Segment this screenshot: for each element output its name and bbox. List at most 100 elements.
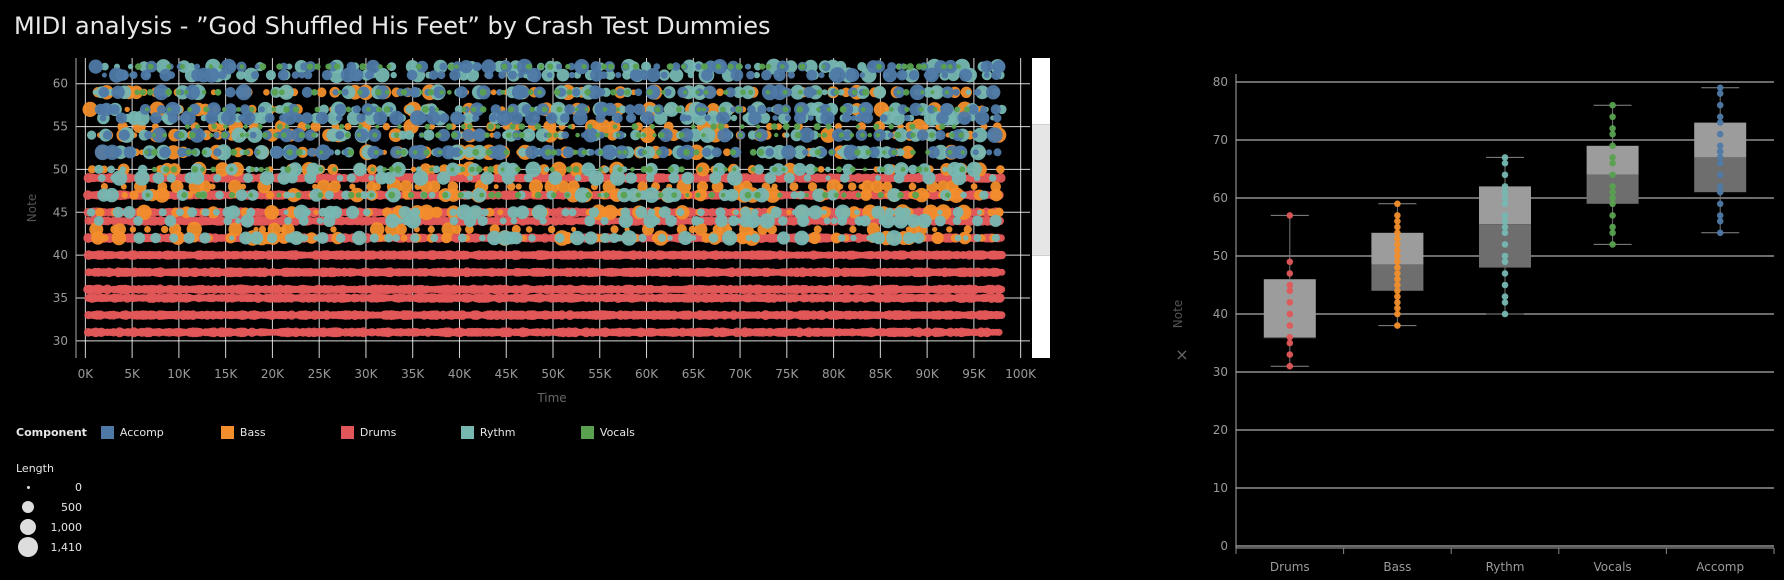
scatter-point [681, 171, 695, 185]
scatter-point [187, 207, 198, 218]
scatter-point [228, 222, 243, 237]
scatter-point [954, 234, 962, 242]
scatter-point [528, 179, 544, 194]
scatter-point [960, 191, 967, 199]
scatter-point [995, 293, 1005, 303]
scatter-point [697, 217, 705, 225]
scatter-point [352, 230, 367, 246]
scatter-point [717, 127, 732, 143]
scatter-point [316, 232, 329, 244]
scatter-point [990, 181, 1001, 192]
scatter-point [620, 207, 631, 218]
scatter-point [169, 233, 179, 243]
scatter-point [986, 149, 993, 156]
scatter-point [335, 130, 345, 140]
scatter-point [240, 104, 251, 115]
scatter-point [799, 127, 815, 143]
scatter-point [103, 130, 113, 140]
scatter-point [144, 226, 151, 233]
scatter-point [554, 233, 565, 243]
scatter-point [733, 209, 739, 216]
scatter-point [266, 232, 278, 244]
scatter-point [334, 103, 347, 116]
scatter-point [229, 235, 235, 241]
scatter-point [992, 113, 1002, 123]
scatter-point [875, 175, 881, 181]
page-title: MIDI analysis - ”God Shuffled His Feet” … [14, 12, 771, 40]
scatter-point [562, 146, 575, 158]
x-tick-label: 10K [167, 367, 191, 381]
scatter-point [588, 207, 600, 218]
y-tick-label: 35 [53, 291, 68, 305]
scatter-point [808, 231, 821, 245]
scatter-point [113, 223, 127, 236]
scatter-point [886, 230, 902, 246]
scatter-point [86, 208, 96, 217]
scatter-point [249, 131, 257, 139]
scatter-point [745, 234, 752, 242]
scatter-point [480, 171, 495, 185]
scatter-point [808, 205, 823, 220]
scatter-point [989, 174, 997, 182]
scatter-point [871, 205, 885, 219]
scatter-point [226, 205, 241, 220]
scatter-point [201, 208, 210, 217]
scatter-point [635, 206, 648, 219]
scatter-point [329, 205, 343, 219]
scatter-point [235, 189, 248, 202]
scatter-point [802, 149, 809, 156]
scatter-point [963, 235, 969, 241]
note-time-scatter-chart[interactable]: 0K 5K 10K 15K 20K 25K 30K 35K 40K 45K 50K 55K 60K 65K… [0, 0, 1060, 420]
scatter-point [569, 230, 585, 246]
scatter-point [781, 144, 796, 160]
scatter-point [602, 166, 610, 173]
scatter-point [870, 180, 884, 194]
x-tick-label: 0K [78, 367, 95, 381]
scatter-point [246, 207, 256, 217]
scatter-point [991, 233, 1001, 243]
scatter-point [584, 231, 598, 245]
scatter-point [224, 103, 237, 116]
x-tick-label: 75K [775, 367, 799, 381]
y-tick-label: 40 [53, 248, 68, 262]
scatter-point [93, 216, 104, 226]
scatter-point [896, 148, 905, 157]
scatter-point [808, 115, 814, 121]
scatter-point [600, 216, 609, 225]
scatter-point [316, 87, 327, 98]
scatter-point [789, 182, 799, 192]
scatter-point [490, 89, 497, 96]
scatter-point [428, 191, 436, 199]
x-tick-label: 35K [401, 367, 425, 381]
scatter-point [854, 209, 860, 216]
scatter-point [199, 232, 211, 244]
scatter-point [952, 206, 964, 218]
scatter-point [472, 128, 487, 142]
scatter-point [176, 208, 184, 217]
x-tick-label: 90K [916, 367, 940, 381]
scatter-point [793, 162, 807, 176]
scatter-point [161, 225, 169, 234]
scatter-point [794, 204, 810, 221]
scatter-point [678, 231, 693, 245]
scatter-point [264, 205, 280, 220]
scatter-point [133, 216, 144, 226]
scatter-point [966, 161, 982, 177]
scatter-point [942, 166, 948, 173]
scatter-point [821, 89, 828, 96]
scatter-point [825, 175, 831, 181]
scatter-points [82, 58, 1007, 338]
scatter-point [690, 235, 697, 241]
scatter-point [970, 183, 978, 191]
scatter-point [410, 207, 421, 218]
scatter-point [859, 215, 871, 227]
scatter-point [850, 234, 857, 242]
scatter-point [129, 226, 137, 233]
scatter-point [315, 111, 329, 125]
scatter-point [887, 132, 894, 139]
scatter-point [468, 205, 483, 220]
scatter-point [164, 215, 177, 227]
scatter-point [989, 214, 1002, 227]
y-tick-label: 55 [53, 120, 68, 134]
scatter-point [363, 208, 371, 217]
